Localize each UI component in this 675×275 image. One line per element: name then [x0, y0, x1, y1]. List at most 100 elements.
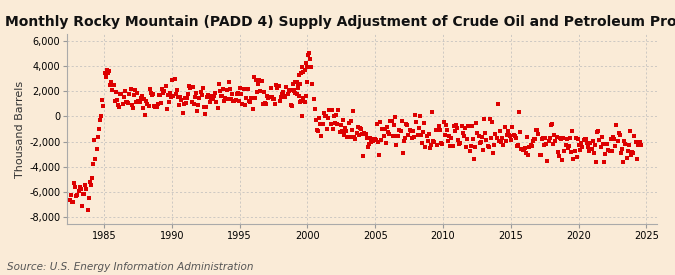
Point: [610, 144, 621, 148]
Point: [171, 88, 182, 92]
Point: [322, 127, 333, 131]
Point: [472, 131, 483, 136]
Point: [386, 119, 397, 123]
Point: [479, 117, 489, 121]
Point: [544, 135, 555, 140]
Point: [220, 96, 231, 100]
Point: [495, 129, 506, 134]
Point: [338, 118, 348, 123]
Point: [175, 94, 186, 99]
Point: [334, 130, 345, 134]
Point: [297, 65, 308, 69]
Point: [393, 134, 404, 138]
Point: [515, 130, 526, 134]
Point: [381, 141, 392, 145]
Point: [319, 114, 330, 118]
Point: [267, 96, 278, 101]
Point: [88, 162, 99, 167]
Point: [392, 134, 402, 138]
Point: [510, 136, 521, 140]
Point: [306, 65, 317, 70]
Point: [234, 99, 244, 103]
Point: [219, 99, 230, 103]
Point: [483, 145, 494, 149]
Point: [176, 98, 187, 103]
Point: [416, 140, 427, 145]
Point: [374, 153, 385, 157]
Point: [86, 176, 97, 180]
Point: [86, 183, 97, 187]
Point: [512, 144, 522, 148]
Point: [352, 125, 363, 129]
Point: [163, 93, 173, 98]
Point: [346, 119, 356, 123]
Point: [488, 150, 499, 155]
Point: [468, 157, 479, 161]
Point: [354, 133, 364, 137]
Point: [126, 102, 137, 107]
Point: [122, 99, 132, 104]
Point: [168, 93, 179, 98]
Point: [478, 147, 489, 152]
Point: [481, 138, 492, 142]
Point: [599, 160, 610, 164]
Point: [409, 135, 420, 139]
Point: [383, 130, 394, 134]
Point: [246, 96, 256, 100]
Point: [96, 114, 107, 118]
Point: [329, 114, 340, 118]
Point: [602, 142, 613, 146]
Point: [609, 137, 620, 141]
Point: [128, 93, 139, 98]
Point: [582, 141, 593, 145]
Point: [158, 91, 169, 95]
Point: [401, 122, 412, 127]
Point: [426, 143, 437, 147]
Point: [438, 120, 449, 125]
Point: [433, 124, 444, 128]
Point: [395, 129, 406, 134]
Point: [161, 107, 172, 111]
Point: [400, 135, 410, 140]
Point: [288, 81, 298, 86]
Point: [65, 192, 76, 197]
Point: [619, 139, 630, 143]
Point: [490, 131, 501, 136]
Point: [198, 86, 209, 91]
Point: [343, 120, 354, 125]
Point: [545, 123, 556, 128]
Point: [604, 149, 615, 153]
Point: [361, 136, 372, 140]
Point: [629, 134, 640, 138]
Point: [148, 92, 159, 97]
Point: [568, 157, 579, 161]
Point: [182, 96, 192, 100]
Point: [274, 99, 285, 104]
Y-axis label: Thousand Barrels: Thousand Barrels: [15, 81, 25, 178]
Point: [520, 146, 531, 150]
Point: [453, 138, 464, 142]
Point: [443, 134, 454, 139]
Point: [378, 134, 389, 138]
Point: [612, 139, 623, 143]
Point: [556, 137, 566, 141]
Point: [290, 91, 301, 95]
Point: [586, 147, 597, 151]
Title: Monthly Rocky Mountain (PADD 4) Supply Adjustment of Crude Oil and Petroleum Pro: Monthly Rocky Mountain (PADD 4) Supply A…: [5, 15, 675, 29]
Point: [264, 95, 275, 99]
Point: [167, 78, 178, 82]
Point: [236, 92, 246, 97]
Point: [138, 97, 149, 101]
Point: [294, 94, 304, 98]
Point: [255, 89, 266, 93]
Point: [341, 129, 352, 133]
Point: [73, 189, 84, 193]
Point: [634, 140, 645, 144]
Point: [294, 81, 305, 86]
Point: [445, 144, 456, 148]
Point: [388, 123, 399, 127]
Point: [235, 86, 246, 90]
Point: [151, 105, 162, 110]
Point: [371, 138, 381, 142]
Point: [130, 88, 140, 92]
